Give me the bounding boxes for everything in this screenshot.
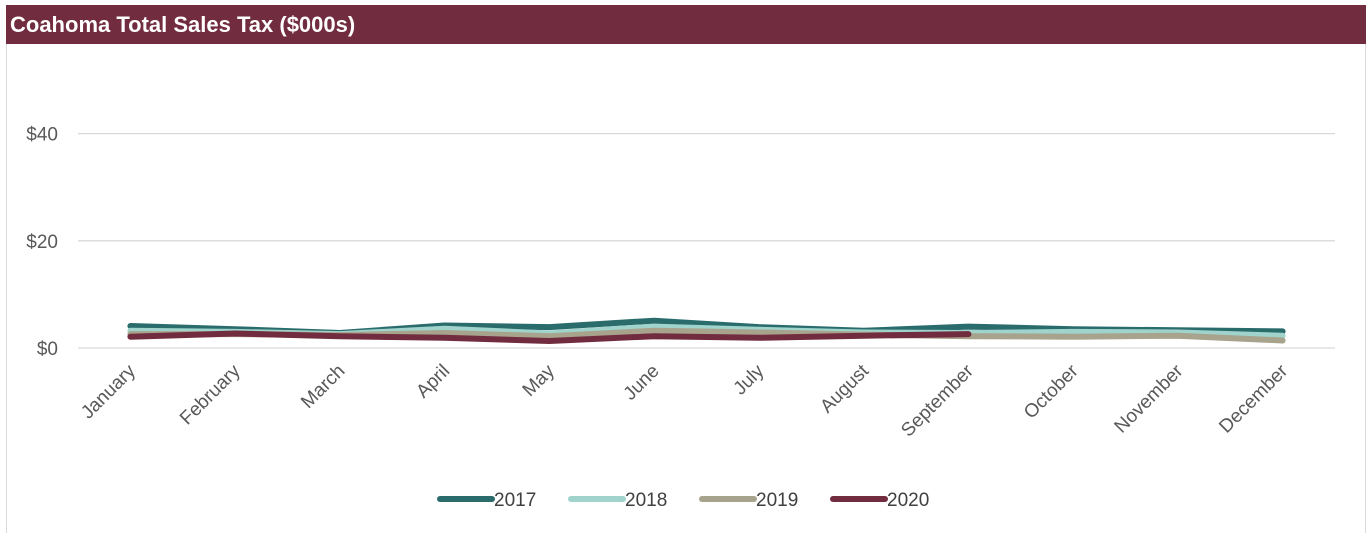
legend-label-2018: 2018 — [625, 490, 667, 511]
x-tick-label: February — [176, 360, 245, 429]
x-axis-ticks: January February March April May June July Augu… — [77, 360, 1292, 441]
legend-label-2020: 2020 — [887, 490, 929, 511]
chart-title: Coahoma Total Sales Tax ($000s) — [6, 5, 1366, 44]
y-tick-label: $40 — [26, 125, 58, 146]
x-tick-label: May — [519, 360, 560, 401]
y-tick-label: $20 — [26, 232, 58, 253]
x-tick-label: September — [897, 360, 978, 441]
x-tick-label: July — [730, 360, 769, 399]
x-tick-label: October — [1020, 360, 1083, 423]
x-tick-label: June — [620, 361, 664, 405]
series-line-2020 — [127, 330, 972, 344]
gridlines — [78, 132, 1335, 349]
chart-panel — [6, 5, 1366, 533]
x-tick-label: November — [1111, 360, 1188, 437]
x-tick-label: March — [297, 361, 349, 413]
series-lines — [127, 317, 1286, 344]
legend: 2017 2018 2019 2020 — [437, 490, 929, 511]
legend-label-2017: 2017 — [494, 490, 536, 511]
y-axis-ticks: $0 $20 $40 — [26, 125, 58, 360]
x-tick-label: December — [1215, 360, 1292, 437]
x-tick-label: August — [816, 360, 873, 417]
y-tick-label: $0 — [37, 339, 58, 360]
legend-label-2019: 2019 — [756, 490, 798, 511]
x-tick-label: January — [77, 360, 140, 423]
x-tick-label: April — [412, 361, 454, 403]
